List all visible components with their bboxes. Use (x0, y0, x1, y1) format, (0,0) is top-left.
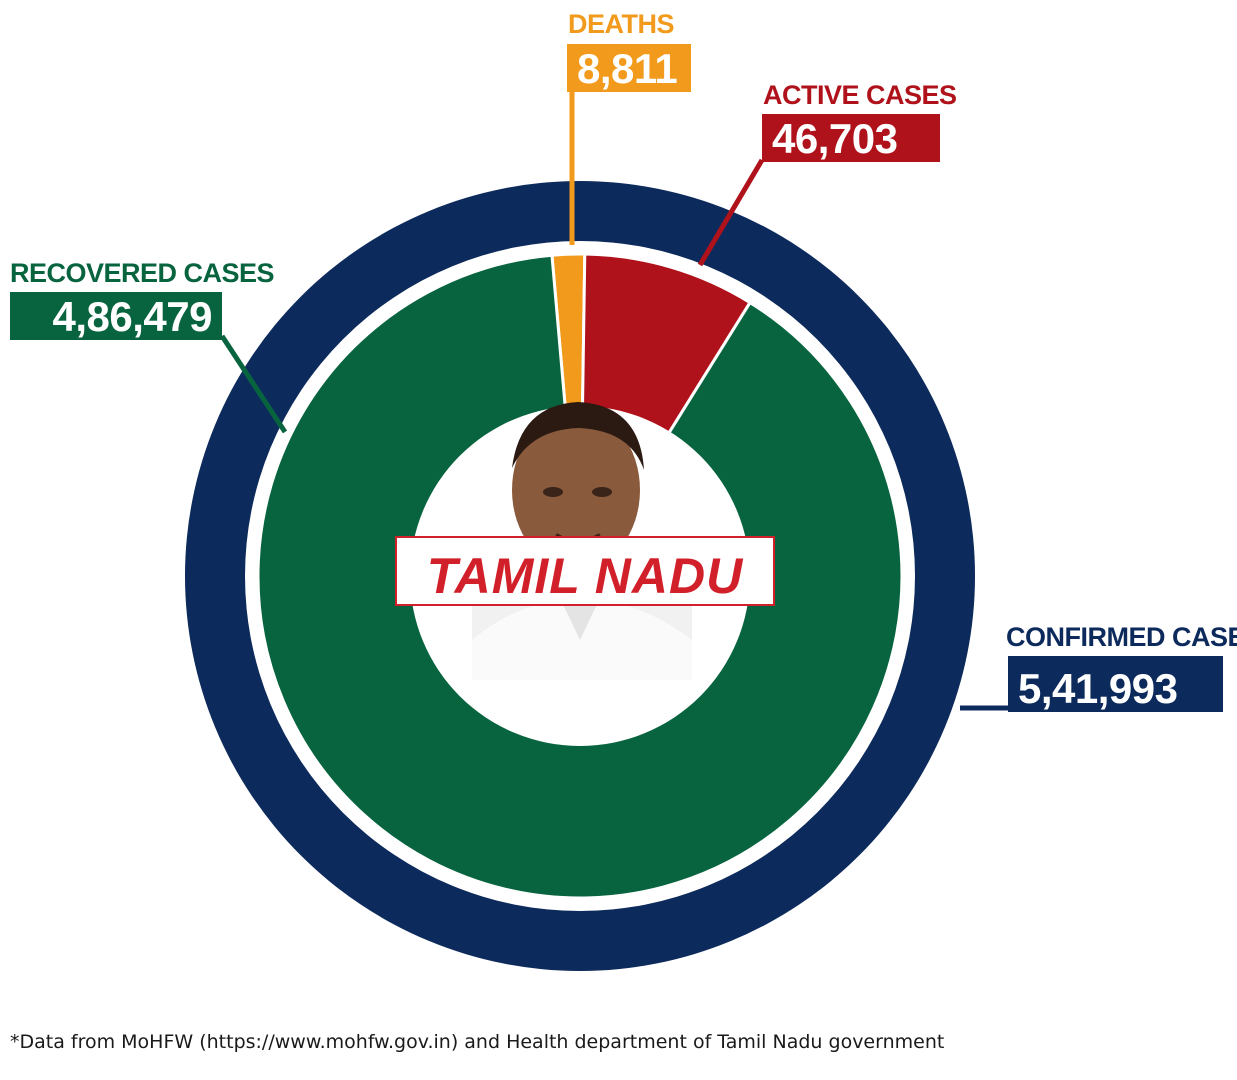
label-title-confirmed-cases: CONFIRMED CASES (1006, 622, 1237, 652)
label-box-confirmed-cases (1008, 656, 1223, 712)
label-box-active-cases (762, 114, 940, 162)
label-box-deaths (567, 44, 691, 92)
label-title-active-cases: ACTIVE CASES (763, 80, 957, 110)
label-value-recovered-cases: 4,86,479 (53, 293, 213, 340)
label-value-active-cases: 46,703 (772, 115, 897, 162)
label-title-recovered-cases: RECOVERED CASES (10, 258, 274, 288)
label-box-recovered-cases (10, 292, 222, 340)
leader-line-active-cases (697, 158, 765, 267)
leader-line-recovered-cases (219, 334, 288, 434)
center-label-box (395, 536, 775, 606)
center-state-label: TAMIL NADU (427, 548, 744, 604)
label-value-deaths: 8,811 (577, 45, 677, 92)
label-value-confirmed-cases: 5,41,993 (1018, 665, 1178, 712)
footnote: *Data from MoHFW (https://www.mohfw.gov.… (10, 1031, 945, 1053)
label-title-deaths: DEATHS (568, 9, 674, 39)
labels-layer: DEATHS 8,811 ACTIVE CASES 46,703 RECOVERED C… (10, 9, 1237, 712)
